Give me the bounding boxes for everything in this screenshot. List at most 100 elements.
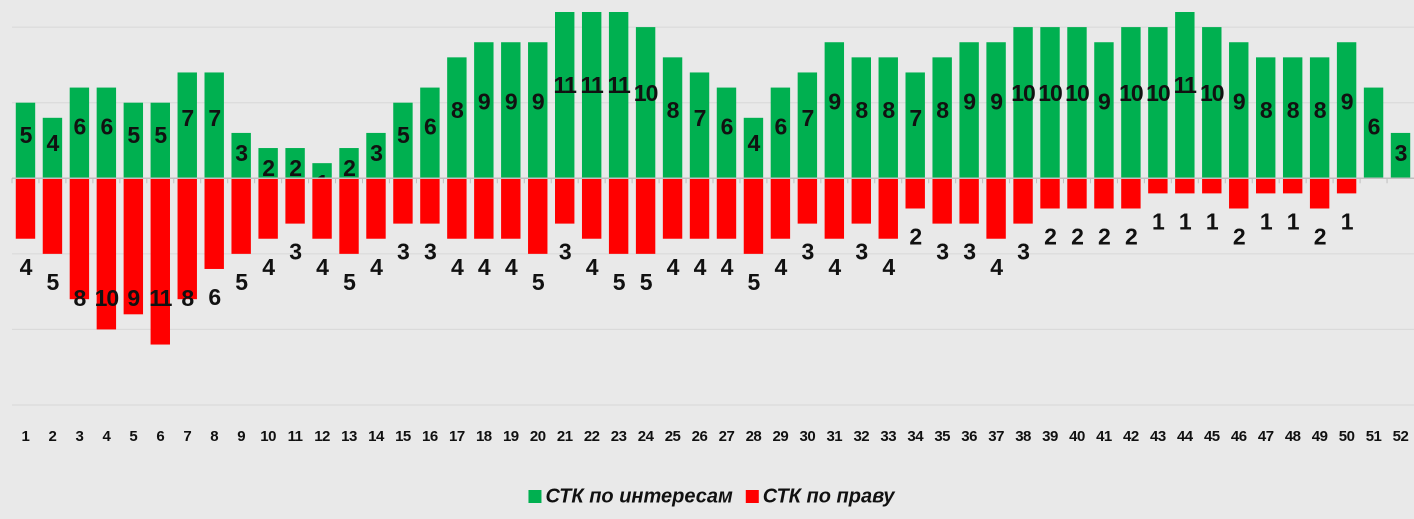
- value-label: 10: [1146, 80, 1170, 106]
- value-label: 10: [95, 285, 119, 311]
- x-tick-label: 26: [692, 428, 708, 445]
- bar: [770, 178, 791, 239]
- bar: [96, 87, 117, 179]
- value-label: 5: [640, 269, 653, 295]
- bar: [824, 42, 845, 179]
- value-label: 3: [424, 239, 436, 265]
- value-label: 8: [1287, 97, 1300, 123]
- x-tick-label: 42: [1123, 428, 1139, 445]
- value-label: 9: [1098, 89, 1110, 115]
- bar: [1309, 178, 1330, 209]
- x-tick-label: 11: [288, 428, 303, 445]
- value-label: 8: [1260, 97, 1273, 123]
- value-label: 4: [990, 254, 1003, 280]
- bar: [716, 178, 737, 239]
- value-label: 4: [370, 254, 383, 280]
- bar: [1256, 57, 1276, 179]
- x-tick-label: 38: [1015, 428, 1031, 445]
- value-label: 2: [1125, 224, 1137, 250]
- x-tick-label: 12: [314, 428, 330, 445]
- bar: [608, 12, 629, 179]
- bar: [447, 57, 467, 179]
- bar: [204, 72, 224, 179]
- value-label: 9: [990, 89, 1002, 115]
- bar: [204, 178, 224, 269]
- x-tick-label: 49: [1312, 428, 1328, 445]
- bar: [285, 178, 305, 224]
- value-label: 11: [554, 72, 578, 98]
- value-label: 11: [581, 72, 605, 98]
- value-label: 3: [936, 239, 948, 265]
- x-tick-label: 3: [75, 428, 83, 445]
- bar: [1148, 27, 1168, 179]
- bar: [528, 42, 548, 179]
- value-label: 4: [262, 254, 275, 280]
- bar: [932, 57, 952, 179]
- value-label: 4: [586, 254, 599, 280]
- x-tick-label: 20: [530, 428, 546, 445]
- bar: [1013, 178, 1033, 224]
- bar: [743, 178, 764, 254]
- value-label: 2: [1098, 224, 1110, 250]
- bar: [474, 42, 494, 179]
- value-label: 3: [801, 239, 813, 265]
- bar: [770, 87, 791, 179]
- bar: [555, 178, 575, 224]
- bar: [123, 178, 144, 315]
- value-label: 2: [1233, 224, 1245, 250]
- legend-label: СТК по праву: [763, 485, 896, 507]
- bar: [743, 117, 764, 179]
- legend-swatch: [528, 490, 542, 503]
- bar: [716, 87, 737, 179]
- bar: [1121, 27, 1141, 179]
- value-label: 4: [748, 130, 761, 156]
- bar: [420, 178, 440, 224]
- bar: [581, 178, 602, 239]
- bar: [420, 87, 440, 179]
- value-label: 8: [1314, 97, 1327, 123]
- x-tick-label: 9: [237, 428, 245, 445]
- bar: [177, 178, 197, 300]
- bar: [555, 12, 575, 179]
- value-label: 4: [478, 254, 491, 280]
- value-label: 6: [208, 284, 220, 310]
- bar: [231, 178, 251, 254]
- bar: [1175, 12, 1195, 179]
- value-label: 7: [909, 105, 921, 131]
- value-label: 10: [634, 80, 658, 106]
- x-tick-label: 1: [22, 428, 30, 445]
- bar: [1336, 42, 1357, 179]
- bar: [177, 72, 197, 179]
- value-label: 8: [936, 97, 949, 123]
- x-tick-label: 15: [395, 428, 411, 445]
- x-tick-label: 18: [476, 428, 492, 445]
- value-label: 5: [235, 269, 248, 295]
- bar: [878, 178, 898, 239]
- bar: [528, 178, 548, 254]
- value-label: 4: [694, 254, 707, 280]
- bar: [474, 178, 494, 239]
- value-label: 5: [127, 122, 140, 148]
- value-label: 2: [1071, 224, 1083, 250]
- legend-swatch: [745, 490, 759, 503]
- x-tick-label: 32: [853, 428, 869, 445]
- bar: [662, 57, 683, 179]
- bar: [1013, 27, 1033, 179]
- value-label: 2: [1314, 224, 1326, 250]
- x-tick-label: 2: [49, 428, 57, 445]
- value-label: 10: [1065, 80, 1089, 106]
- bar: [662, 178, 683, 239]
- x-tick-label: 45: [1204, 428, 1220, 445]
- value-label: 8: [855, 97, 868, 123]
- bar: [878, 57, 898, 179]
- bar: [635, 27, 656, 179]
- value-label: 4: [451, 254, 464, 280]
- bar: [1094, 178, 1114, 209]
- value-label: 9: [505, 89, 517, 115]
- bar: [1121, 178, 1141, 209]
- x-tick-label: 47: [1258, 428, 1274, 445]
- bar: [905, 178, 925, 209]
- bar: [1202, 27, 1222, 179]
- bar: [393, 102, 413, 179]
- value-label: 9: [828, 89, 840, 115]
